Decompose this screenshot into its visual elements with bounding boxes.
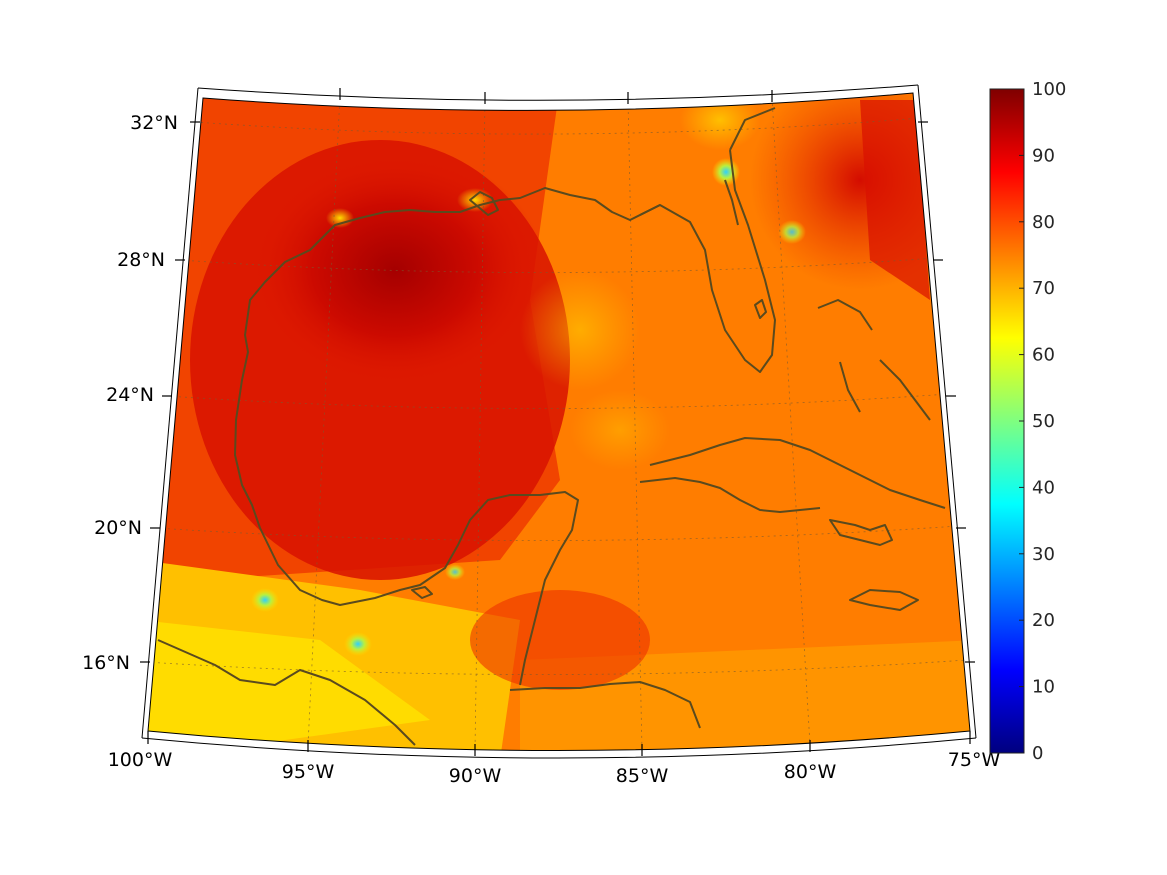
colorbar-tick-label: 10 [1032, 677, 1055, 698]
lon-label-85w: 85°W [616, 765, 669, 787]
latitude-labels: 32°N 28°N 24°N 20°N 16°N [82, 112, 178, 674]
colorbar-tick-label: 0 [1032, 743, 1043, 764]
lon-label-80w: 80°W [784, 761, 837, 783]
lat-label-20: 20°N [94, 517, 142, 539]
coastlines [157, 107, 946, 746]
colorbar-tick-label: 30 [1032, 544, 1055, 565]
lon-label-100w: 100°W [108, 749, 173, 771]
lat-label-28: 28°N [117, 249, 165, 271]
graticule [148, 94, 968, 751]
colorbar-tick-label: 60 [1032, 345, 1055, 366]
colorbar-tick-label: 50 [1032, 411, 1055, 432]
lon-label-90w: 90°W [449, 765, 502, 787]
colorbar-tick-label: 80 [1032, 212, 1055, 233]
colorbar-tick-label: 40 [1032, 477, 1055, 498]
longitude-labels: 100°W 95°W 90°W 85°W 80°W 75°W [108, 749, 1001, 787]
map-frame [141, 84, 977, 759]
colorbar-ticks: 0 10 20 30 40 50 60 70 80 90 100 [1019, 79, 1066, 764]
data-field [148, 93, 970, 751]
lat-label-24: 24°N [106, 384, 154, 406]
colorbar-tick-label: 70 [1032, 278, 1055, 299]
lat-label-16: 16°N [82, 652, 130, 674]
colorbar: 0 10 20 30 40 50 60 70 80 90 100 [989, 79, 1066, 764]
colorbar-tick-label: 100 [1032, 79, 1066, 100]
colorbar-tick-label: 20 [1032, 610, 1055, 631]
colorbar-tick-label: 90 [1032, 145, 1055, 166]
axis-ticks [140, 88, 975, 756]
lat-label-32: 32°N [130, 112, 178, 134]
colorbar-gradient [989, 88, 1025, 754]
lon-label-95w: 95°W [282, 761, 335, 783]
lon-label-75w: 75°W [948, 749, 1001, 771]
